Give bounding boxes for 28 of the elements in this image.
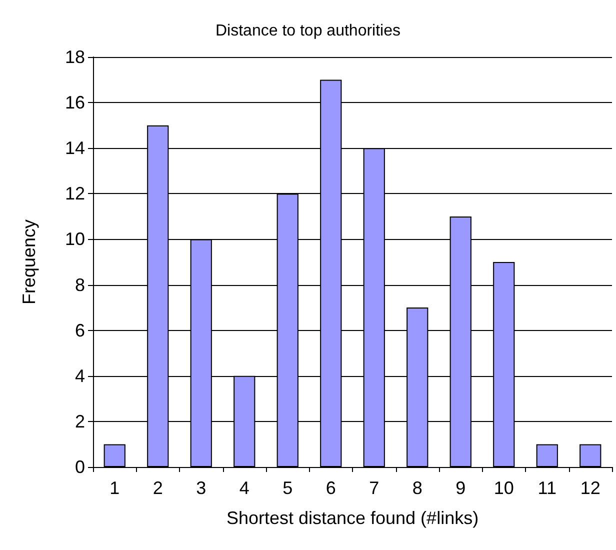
y-tick-label: 8 xyxy=(74,274,85,295)
x-tick-label: 2 xyxy=(152,478,163,498)
x-tick-label: 4 xyxy=(239,478,250,498)
y-tick-label: 4 xyxy=(74,366,85,386)
y-tick-label: 16 xyxy=(64,92,85,113)
y-tick-label: 14 xyxy=(64,138,85,158)
y-tick-label: 2 xyxy=(74,411,85,432)
y-tick-label: 10 xyxy=(64,229,85,250)
bar xyxy=(536,444,558,467)
chart-title: Distance to top authorities xyxy=(216,22,400,40)
y-tick-label: 12 xyxy=(64,184,85,204)
x-tick-label: 10 xyxy=(494,478,514,498)
bar xyxy=(580,444,602,467)
x-tick-label: 11 xyxy=(538,478,556,498)
bar xyxy=(104,444,126,467)
x-tick-label: 3 xyxy=(196,478,206,498)
y-tick-label: 0 xyxy=(74,457,85,477)
x-tick-label: 6 xyxy=(326,478,336,498)
x-tick-label: 5 xyxy=(282,478,293,498)
x-tick-label: 7 xyxy=(369,478,380,498)
x-tick-label: 1 xyxy=(110,478,120,498)
x-tick-label: 12 xyxy=(580,478,600,498)
x-tick-label: 8 xyxy=(412,478,422,498)
y-axis-title: Frequency xyxy=(19,219,39,305)
y-tick-label: 18 xyxy=(64,47,85,67)
x-tick-label: 9 xyxy=(456,478,466,498)
y-tick-label: 6 xyxy=(74,320,85,340)
x-axis-title: Shortest distance found (#links) xyxy=(226,508,479,528)
